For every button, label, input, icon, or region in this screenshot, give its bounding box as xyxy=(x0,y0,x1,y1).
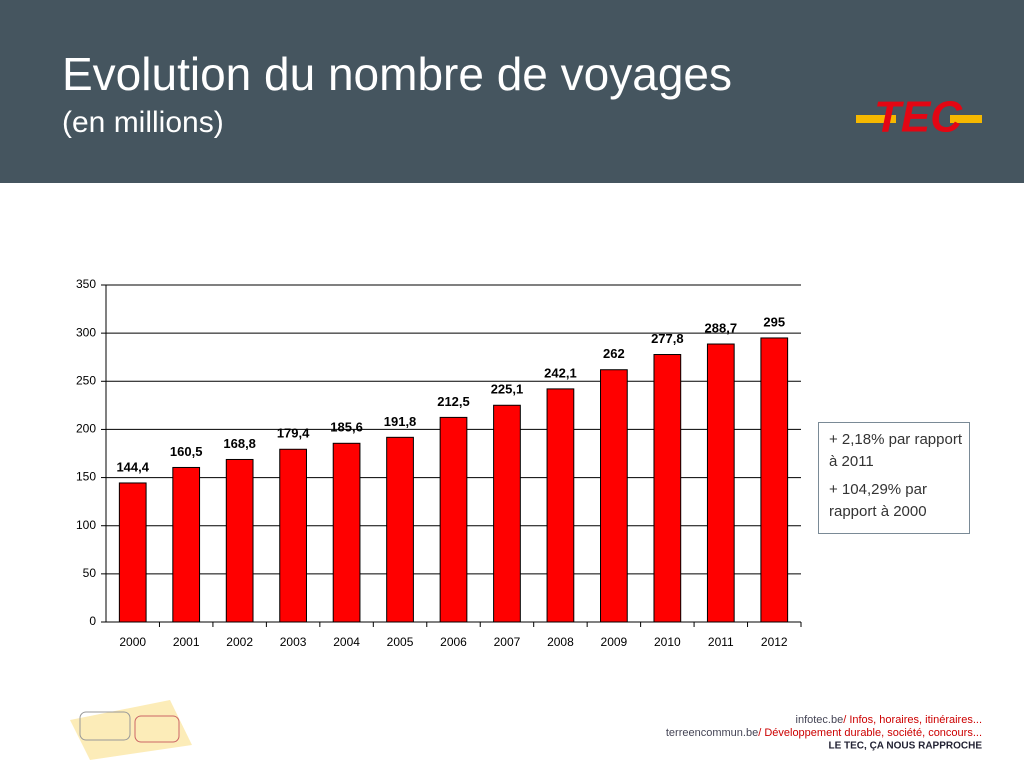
y-tick-label: 350 xyxy=(76,277,96,291)
logo: TEC xyxy=(856,93,982,142)
x-tick-label: 2006 xyxy=(440,635,467,649)
annotation-box: + 2,18% par rapport à 2011 + 104,29% par… xyxy=(818,422,970,534)
footer-line: infotec.be/ Infos, horaires, itinéraires… xyxy=(796,714,982,726)
data-label: 295 xyxy=(763,314,785,329)
y-tick-label: 50 xyxy=(83,566,97,580)
footer-site: infotec.be xyxy=(796,714,844,726)
data-label: 212,5 xyxy=(437,394,470,409)
data-label: 262 xyxy=(603,346,625,361)
logo-stripe xyxy=(950,115,982,123)
x-tick-label: 2008 xyxy=(547,635,574,649)
footer-site: terreencommun.be xyxy=(666,727,758,739)
y-tick-label: 200 xyxy=(76,422,96,436)
bar xyxy=(546,388,575,623)
bar xyxy=(706,343,735,623)
annotation: + 2,18% par rapport à 2011 xyxy=(829,431,963,470)
y-tick-label: 0 xyxy=(89,614,96,628)
x-tick-label: 2003 xyxy=(280,635,307,649)
tram xyxy=(134,715,180,743)
data-label: 185,6 xyxy=(330,420,363,435)
footer-line: terreencommun.be/ Développement durable,… xyxy=(666,727,982,739)
y-tick-label: 150 xyxy=(76,470,96,484)
bar xyxy=(760,337,789,623)
x-tick-label: 2010 xyxy=(654,635,681,649)
x-tick-label: 2007 xyxy=(494,635,521,649)
tram-illustration xyxy=(70,700,192,760)
data-label: 160,5 xyxy=(170,444,203,459)
x-tick-label: 2002 xyxy=(226,635,253,649)
x-tick-label: 2004 xyxy=(333,635,360,649)
data-label: 277,8 xyxy=(651,331,684,346)
bar xyxy=(225,458,254,623)
x-tick-label: 2005 xyxy=(387,635,414,649)
header-band xyxy=(0,0,1024,183)
footer-text: / Infos, horaires, itinéraires... xyxy=(843,714,982,726)
x-tick-label: 2011 xyxy=(708,635,734,649)
logo-stripe xyxy=(856,115,896,123)
bar xyxy=(600,369,628,623)
y-tick-label: 100 xyxy=(76,518,96,532)
bar xyxy=(439,416,468,623)
annotation: + 104,29% par rapport à 2000 xyxy=(829,481,927,520)
x-tick-label: 2012 xyxy=(761,635,788,649)
bar xyxy=(118,482,147,623)
footer-text: / Développement durable, société, concou… xyxy=(758,727,982,739)
logo-text: TEC xyxy=(874,93,963,142)
data-label: 225,1 xyxy=(491,382,524,397)
data-label: 242,1 xyxy=(544,365,577,380)
y-tick-label: 300 xyxy=(76,325,96,339)
data-label: 168,8 xyxy=(223,436,256,451)
bar xyxy=(172,466,201,623)
bar xyxy=(653,354,682,623)
x-tick-label: 2001 xyxy=(173,635,200,649)
bar xyxy=(332,442,361,623)
y-tick-label: 250 xyxy=(76,373,96,387)
x-tick-label: 2000 xyxy=(119,635,146,649)
footer-slogan: LE TEC, ÇA NOUS RAPPROCHE xyxy=(828,741,982,752)
bar xyxy=(493,404,521,623)
bar xyxy=(386,436,414,623)
tram xyxy=(79,711,131,741)
chart-title: Evolution du nombre de voyages xyxy=(62,48,732,100)
data-label: 288,7 xyxy=(705,320,738,335)
x-tick-label: 2009 xyxy=(601,635,628,649)
chart-subtitle: (en millions) xyxy=(62,106,224,139)
data-label: 191,8 xyxy=(384,414,417,429)
bar xyxy=(279,448,307,623)
data-label: 179,4 xyxy=(277,426,310,441)
data-label: 144,4 xyxy=(116,459,149,474)
